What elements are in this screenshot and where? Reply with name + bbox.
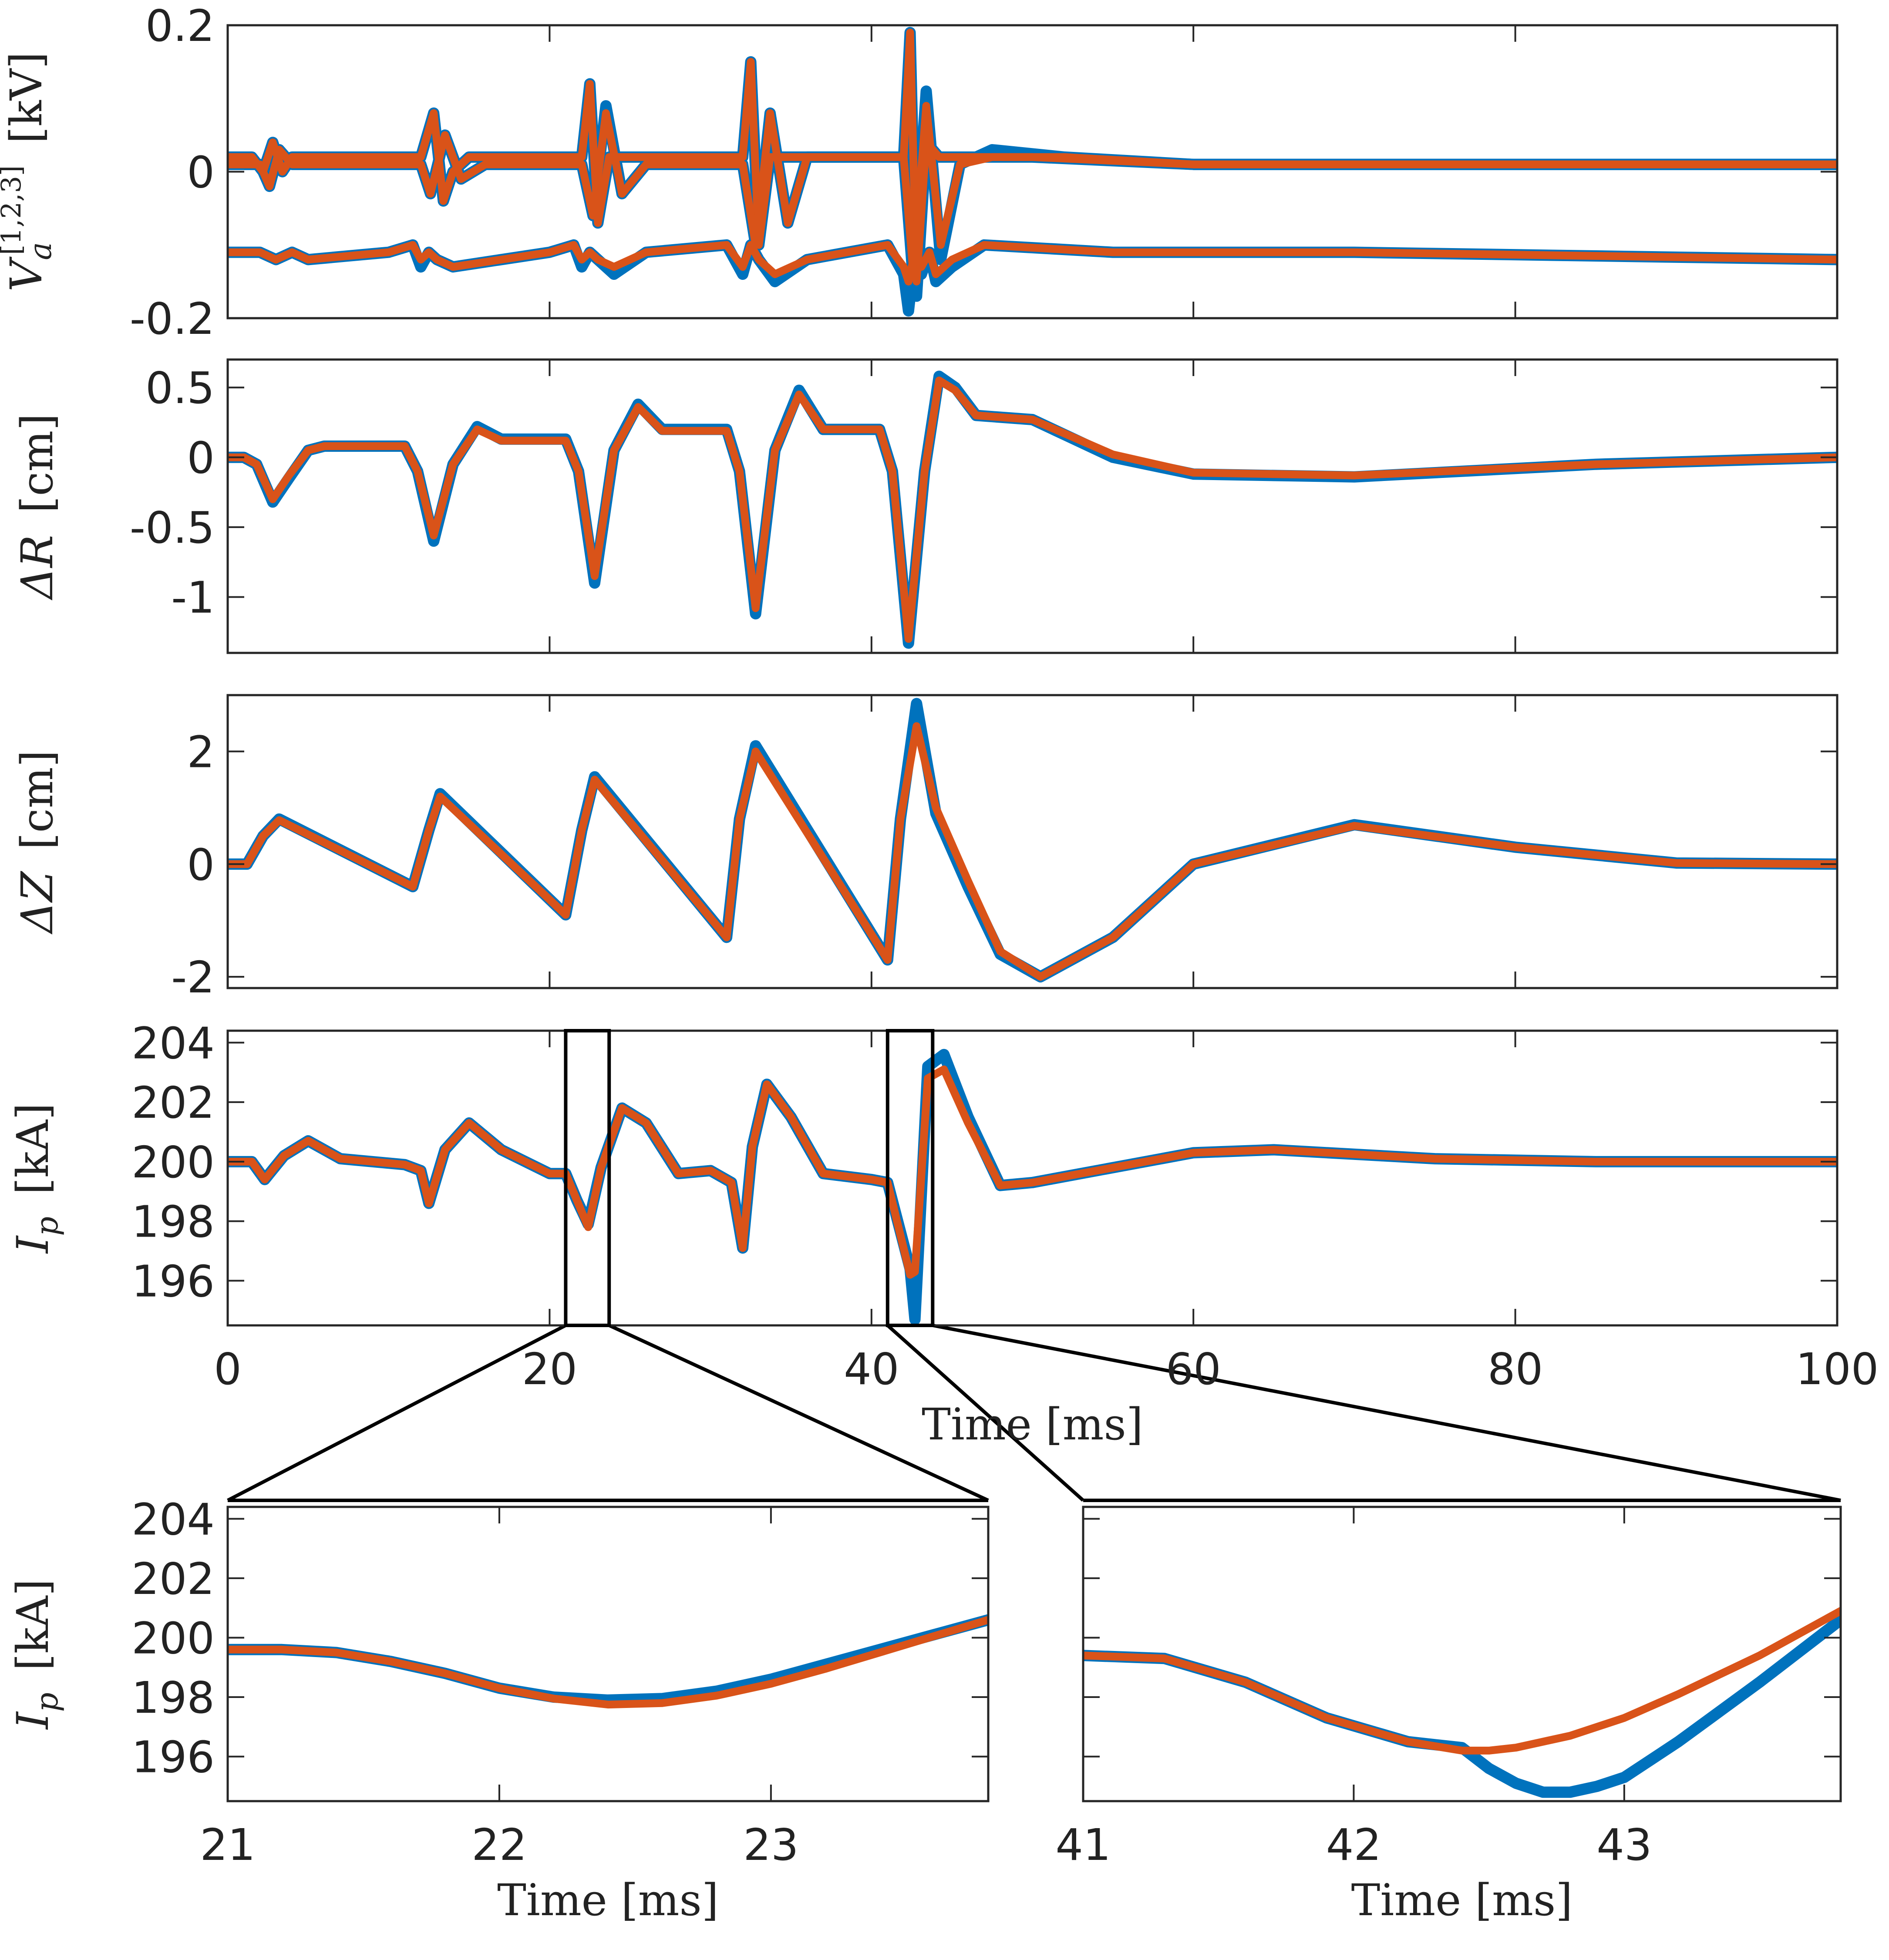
x-tick-label-zoom2: 42: [1326, 1819, 1381, 1870]
y-tick-label-ip: 200: [131, 1137, 215, 1188]
y-tick-label-dz: 0: [187, 839, 215, 890]
x-tick-label-ip: 100: [1796, 1344, 1879, 1395]
axes-dz: -2 0 2 ΔZ [cm]: [12, 694, 1838, 1003]
x-tick-label-zoom1: 21: [200, 1819, 255, 1870]
y-tick-label-zoom1: 200: [131, 1613, 215, 1664]
axes-frame-dr: [226, 358, 1838, 654]
series-line-va-4: [228, 102, 1837, 278]
zoom-box-1: [564, 1029, 611, 1327]
y-tick-label-dr: -0.5: [130, 502, 215, 553]
x-tick-label-ip: 40: [844, 1344, 899, 1395]
y-axis-label-va: Va[1,2,3] [kV]: [0, 52, 58, 292]
x-tick-label-ip: 0: [214, 1344, 242, 1395]
y-tick-label-dr: 0: [187, 433, 215, 484]
x-tick-label-zoom2: 41: [1055, 1819, 1111, 1870]
axes-dr: -1 -0.5 0 0.5 ΔR [cm]: [12, 358, 1838, 654]
zoom-connectors: [227, 1324, 1841, 1502]
series-group-ip: [228, 1049, 1837, 1325]
y-tick-label-dr: -1: [171, 572, 215, 623]
x-tick-label-zoom1: 23: [743, 1819, 798, 1870]
x-tick-label-ip: 80: [1488, 1344, 1543, 1395]
y-axis-label-dz: ΔZ [cm]: [12, 750, 63, 935]
y-tick-label-zoom1: 202: [131, 1553, 215, 1604]
y-tick-label-ip: 196: [131, 1256, 215, 1307]
series-line-dr-1: [228, 377, 1837, 643]
y-axis-label-dr: ΔR [cm]: [12, 414, 63, 601]
zoom-connector-1-left: [227, 1324, 567, 1502]
x-axis-label-zoom1: Time [ms]: [497, 1875, 719, 1926]
series-line-zoom1-1: [228, 1616, 988, 1709]
zoom-connector-2-right: [932, 1324, 1841, 1502]
series-group-dr: [228, 370, 1837, 649]
y-tick-label-va: -0.2: [130, 293, 215, 344]
zoom-connector-1-right: [608, 1324, 989, 1502]
axes-zoom1: 21 22 23 196 198 200 202 204 Ip [kA] Time [ms]: [7, 1494, 990, 1926]
series-group-zoom1: [228, 1614, 988, 1709]
y-tick-label-dz: 2: [187, 726, 215, 777]
y-tick-label-ip: 202: [131, 1077, 215, 1128]
x-tick-label-ip: 60: [1166, 1344, 1221, 1395]
axes-zoom2: 41 42 43 Time [ms]: [1055, 1506, 1842, 1926]
y-tick-label-dz: -2: [171, 952, 215, 1003]
series-line-va-3: [228, 28, 1837, 286]
series-line-zoom2-1: [1083, 1607, 1841, 1755]
y-tick-label-ip: 198: [131, 1197, 215, 1247]
y-tick-label-dr: 0.5: [145, 363, 215, 414]
y-tick-label-zoom1: 198: [131, 1672, 215, 1723]
y-axis-label-zoom1: Ip [kA]: [7, 1579, 65, 1730]
series-group-va: [228, 27, 1837, 317]
axes-frame-dz: [226, 694, 1838, 989]
axes-frame-zoom2: [1082, 1506, 1842, 1802]
x-axis-label-ip: Time [ms]: [922, 1399, 1143, 1450]
zoom-box-2: [886, 1029, 935, 1327]
y-axis-label-ip: Ip [kA]: [7, 1103, 65, 1254]
y-tick-label-va: 0: [187, 147, 215, 198]
series-line-va-5: [228, 241, 1837, 286]
axes-frame-ip: [226, 1029, 1838, 1327]
zoom-connector-2-left: [886, 1324, 1084, 1502]
axes-ip: 0 20 40 60 80 100 196 198 200 202 204 Ip [kA] Time […: [7, 1018, 1879, 1450]
axes-layer: -0.200.2Va[1,2,3] [kV]-1-0.500.5ΔR [cm]-…: [0, 0, 1879, 1926]
y-tick-label-zoom1: 196: [131, 1732, 215, 1783]
y-tick-label-zoom1: 204: [131, 1494, 215, 1545]
series-line-dz-1: [228, 722, 1837, 981]
x-tick-label-zoom2: 43: [1596, 1819, 1652, 1870]
y-tick-label-ip: 204: [131, 1018, 215, 1069]
x-tick-label-ip: 20: [522, 1344, 577, 1395]
series-group-dz: [228, 698, 1837, 983]
series-line-ip-1: [228, 1065, 1837, 1279]
x-axis-label-zoom2: Time [ms]: [1351, 1875, 1573, 1926]
series-group-zoom2: [1083, 1607, 1841, 1798]
axes-frame-zoom1: [226, 1506, 990, 1802]
y-tick-label-va: 0.2: [145, 0, 215, 51]
axes-va: -0.2 0 0.2 Va[1,2,3] [kV]: [0, 0, 1838, 344]
x-tick-label-zoom1: 22: [471, 1819, 527, 1870]
